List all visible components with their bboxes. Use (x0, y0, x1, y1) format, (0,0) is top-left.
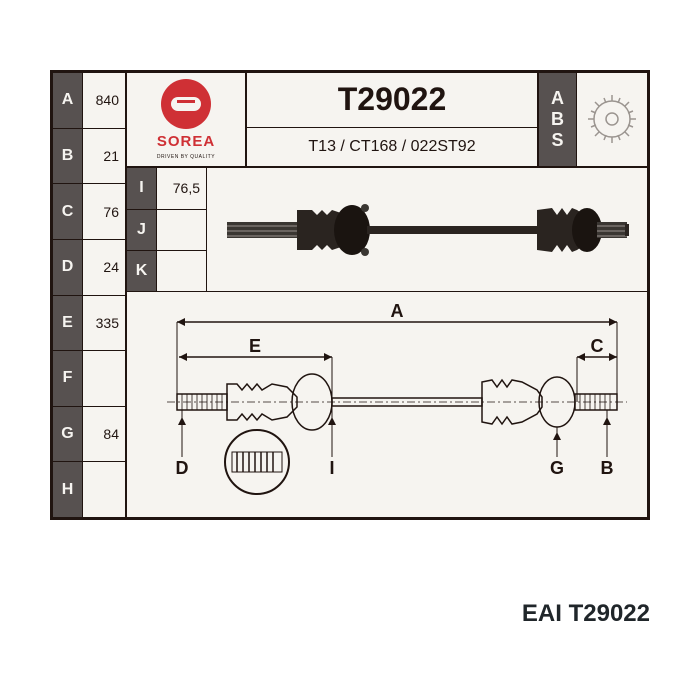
abs-letter-s: S (551, 130, 563, 151)
spec-label-d: D (53, 240, 83, 295)
technical-diagram: A E C (127, 292, 647, 517)
spec-row: H (53, 462, 125, 517)
spec-value-b: 21 (83, 129, 125, 184)
spec-row: K (127, 251, 206, 291)
spec-row: B 21 (53, 129, 125, 185)
dim-label-g: G (550, 458, 564, 478)
spec-label-c: C (53, 184, 83, 239)
spec-row: D 24 (53, 240, 125, 296)
spec-label-i: I (127, 168, 157, 208)
gear-icon-box (577, 73, 647, 166)
main-content: SOREA DRIVEN BY QUALITY T29022 T13 / CT1… (127, 73, 647, 517)
dim-label-b: B (601, 458, 614, 478)
spec-label-g: G (53, 407, 83, 462)
spec-label-h: H (53, 462, 83, 517)
spec-row: I 76,5 (127, 168, 206, 209)
spec-label-a: A (53, 73, 83, 128)
spec-row: J (127, 210, 206, 251)
spec-table-left: A 840 B 21 C 76 D 24 E 335 F G 84 H (53, 73, 127, 517)
part-number: T29022 (247, 73, 537, 128)
part-photo (207, 168, 647, 291)
brand-logo-box: SOREA DRIVEN BY QUALITY (127, 73, 247, 166)
product-card: A 840 B 21 C 76 D 24 E 335 F G 84 H (50, 70, 650, 520)
drive-shaft-photo (217, 180, 637, 280)
spec-label-e: E (53, 296, 83, 351)
footer-label: EAI T29022 (522, 600, 650, 628)
spec-value-d: 24 (83, 240, 125, 295)
spec-label-j: J (127, 210, 157, 250)
spec-label-f: F (53, 351, 83, 406)
spec-row: C 76 (53, 184, 125, 240)
footer-code: T29022 (569, 600, 650, 627)
footer-brand: EAI (522, 600, 562, 627)
dim-label-i: I (329, 458, 334, 478)
dim-label-d: D (176, 458, 189, 478)
spec-row: E 335 (53, 296, 125, 352)
brand-name: SOREA (157, 133, 215, 150)
mid-row: I 76,5 J K (127, 168, 647, 292)
spec-label-b: B (53, 129, 83, 184)
spec-value-g: 84 (83, 407, 125, 462)
part-codes: T13 / CT168 / 022ST92 (247, 128, 537, 166)
abs-indicator: A B S (537, 73, 577, 166)
dim-label-e: E (249, 336, 261, 356)
spec-value-c: 76 (83, 184, 125, 239)
abs-letter-b: B (551, 109, 564, 130)
gear-icon (585, 92, 640, 147)
abs-letter-a: A (551, 88, 564, 109)
drive-shaft-diagram: A E C (137, 302, 637, 502)
brand-tagline: DRIVEN BY QUALITY (157, 154, 215, 160)
dim-label-a: A (391, 302, 404, 321)
dim-label-c: C (591, 336, 604, 356)
spec-value-e: 335 (83, 296, 125, 351)
spec-table-mid: I 76,5 J K (127, 168, 207, 291)
spec-value-f (83, 351, 125, 406)
spec-row: F (53, 351, 125, 407)
spec-row: G 84 (53, 407, 125, 463)
spec-row: A 840 (53, 73, 125, 129)
title-box: T29022 T13 / CT168 / 022ST92 (247, 73, 537, 166)
spec-value-i: 76,5 (157, 168, 206, 208)
spec-value-a: 840 (83, 73, 125, 128)
spec-value-k (157, 251, 206, 291)
brand-logo-icon (161, 79, 211, 129)
spec-value-h (83, 462, 125, 517)
spec-label-k: K (127, 251, 157, 291)
header-row: SOREA DRIVEN BY QUALITY T29022 T13 / CT1… (127, 73, 647, 168)
spec-value-j (157, 210, 206, 250)
